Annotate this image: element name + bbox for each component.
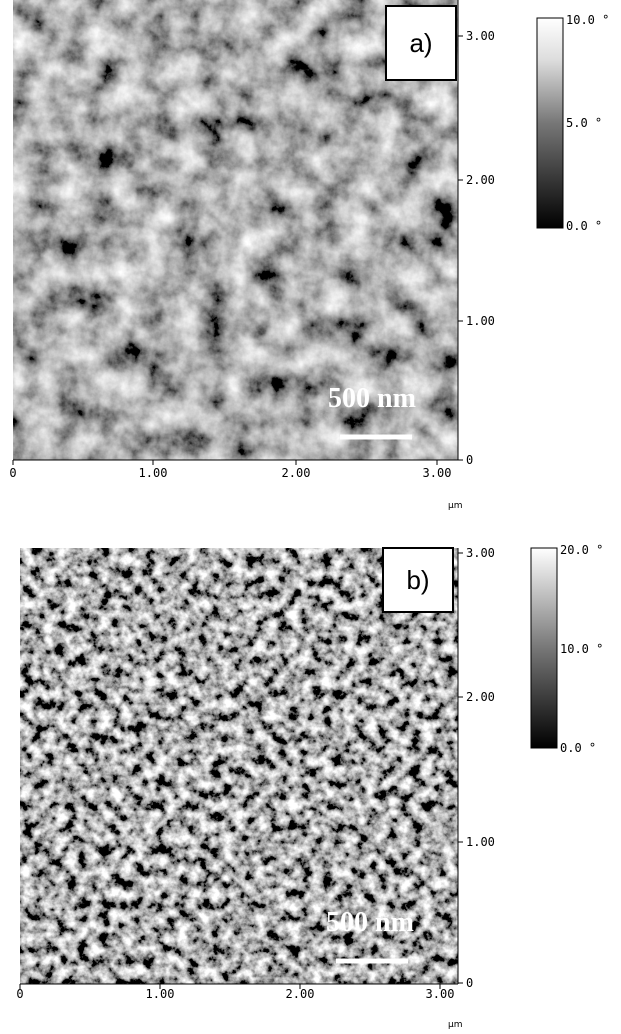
y-tick-label: 2.00	[466, 690, 495, 704]
colorbar-label: 10.0 °	[560, 642, 603, 656]
afm-image	[13, 0, 458, 460]
colorbar	[530, 547, 558, 749]
colorbar-label: 10.0 °	[566, 13, 609, 27]
x-tick-label: 3.00	[426, 987, 455, 1001]
y-tick-label: 1.00	[466, 314, 495, 328]
y-tick-label: 1.00	[466, 835, 495, 849]
label-box	[382, 547, 454, 613]
colorbar-label: 5.0 °	[566, 116, 602, 130]
x-tick-label: 2.00	[286, 987, 315, 1001]
afm-image	[20, 548, 458, 984]
axis-unit: µm	[448, 501, 463, 511]
y-tick-label: 2.00	[466, 173, 495, 187]
panel-label: a)	[409, 28, 432, 58]
scale-bar-label: 500 nm	[328, 383, 416, 414]
colorbar-label: 20.0 °	[560, 543, 603, 557]
x-tick-label: 2.00	[282, 466, 311, 480]
scale-bar-label: 500 nm	[326, 907, 414, 938]
panel-label: b)	[406, 565, 429, 595]
y-tick-label: 3.00	[466, 29, 495, 43]
label-box	[385, 5, 457, 81]
x-tick-label: 0	[16, 987, 23, 1001]
axis-unit: µm	[448, 1020, 463, 1030]
colorbar	[536, 17, 564, 229]
colorbar-label: 0.0 °	[560, 741, 596, 755]
colorbar-label: 0.0 °	[566, 219, 602, 233]
x-tick-label: 1.00	[146, 987, 175, 1001]
y-tick-label: 3.00	[466, 546, 495, 560]
x-tick-label: 1.00	[139, 466, 168, 480]
x-tick-label: 0	[9, 466, 16, 480]
x-tick-label: 3.00	[423, 466, 452, 480]
y-tick-label: 0	[466, 976, 473, 990]
y-tick-label: 0	[466, 453, 473, 467]
